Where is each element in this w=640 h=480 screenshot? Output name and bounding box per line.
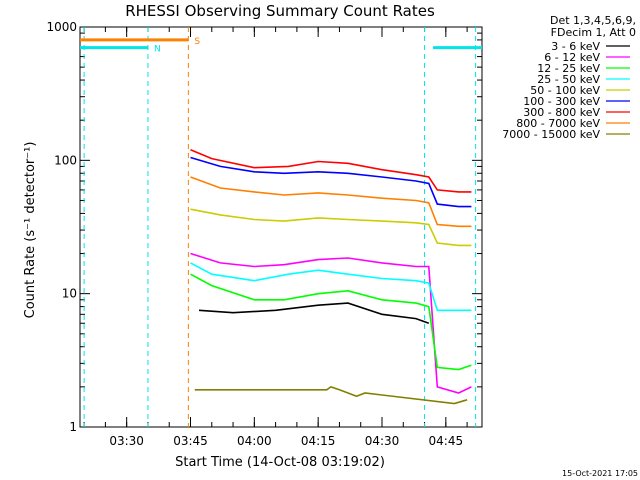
x-tick-label: 04:30 [365,434,400,448]
flags: NS [80,27,482,427]
x-tick-label: 04:15 [301,434,336,448]
series-group [190,149,472,405]
series-line [190,262,472,312]
series-line [190,149,472,193]
y-tick-label: 1 [69,420,77,434]
y-tick-label: 100 [54,153,77,167]
series-line [190,156,472,208]
series-line [194,386,468,405]
x-tick-label: 03:30 [109,434,144,448]
legend-entry-label: 800 - 7000 keV [516,117,600,130]
x-tick-label: 04:45 [429,434,464,448]
y-axis-label: Count Rate (s⁻¹ detector⁻¹) [23,142,38,319]
x-ticks: 03:30 03:45 04:00 04:15 04:30 04:45 [83,27,468,448]
chart-title: RHESSI Observing Summary Count Rates [125,2,435,20]
legend-entry-label: 300 - 800 keV [523,106,600,119]
legend-entry-label: 3 - 6 keV [551,40,600,53]
legend: Det 1,3,4,5,6,9,FDecim 1, Att 03 - 6 keV… [502,14,636,141]
legend-entry-label: 6 - 12 keV [544,51,600,64]
y-ticks: 1 10 100 1000 [46,20,482,434]
legend-entry-label: 25 - 50 keV [537,73,600,86]
series-line [190,273,472,371]
series-line [198,302,430,324]
series-line [190,208,472,247]
legend-entry-label: 7000 - 15000 keV [502,128,600,141]
x-tick-label: 03:45 [173,434,208,448]
render-timestamp: 15-Oct-2021 17:05 [562,469,638,478]
x-axis-label: Start Time (14-Oct-08 03:19:02) [175,455,385,470]
series-line [190,176,472,228]
y-tick-label: 1000 [46,20,77,34]
x-tick-label: 04:00 [237,434,272,448]
legend-header: FDecim 1, Att 0 [551,26,636,39]
legend-entry-label: 12 - 25 keV [537,62,600,75]
plot-area: 1 10 100 1000 03:30 03:45 04:00 04:15 04:30 04:45… [46,20,483,448]
flag-label: N [154,45,161,55]
series-line [190,252,472,394]
axes-frame [79,26,483,428]
legend-header: Det 1,3,4,5,6,9, [550,14,636,27]
legend-entry-label: 100 - 300 keV [523,95,600,108]
y-tick-label: 10 [62,287,77,301]
legend-entry-label: 50 - 100 keV [530,84,600,97]
flag-label: S [194,37,200,47]
